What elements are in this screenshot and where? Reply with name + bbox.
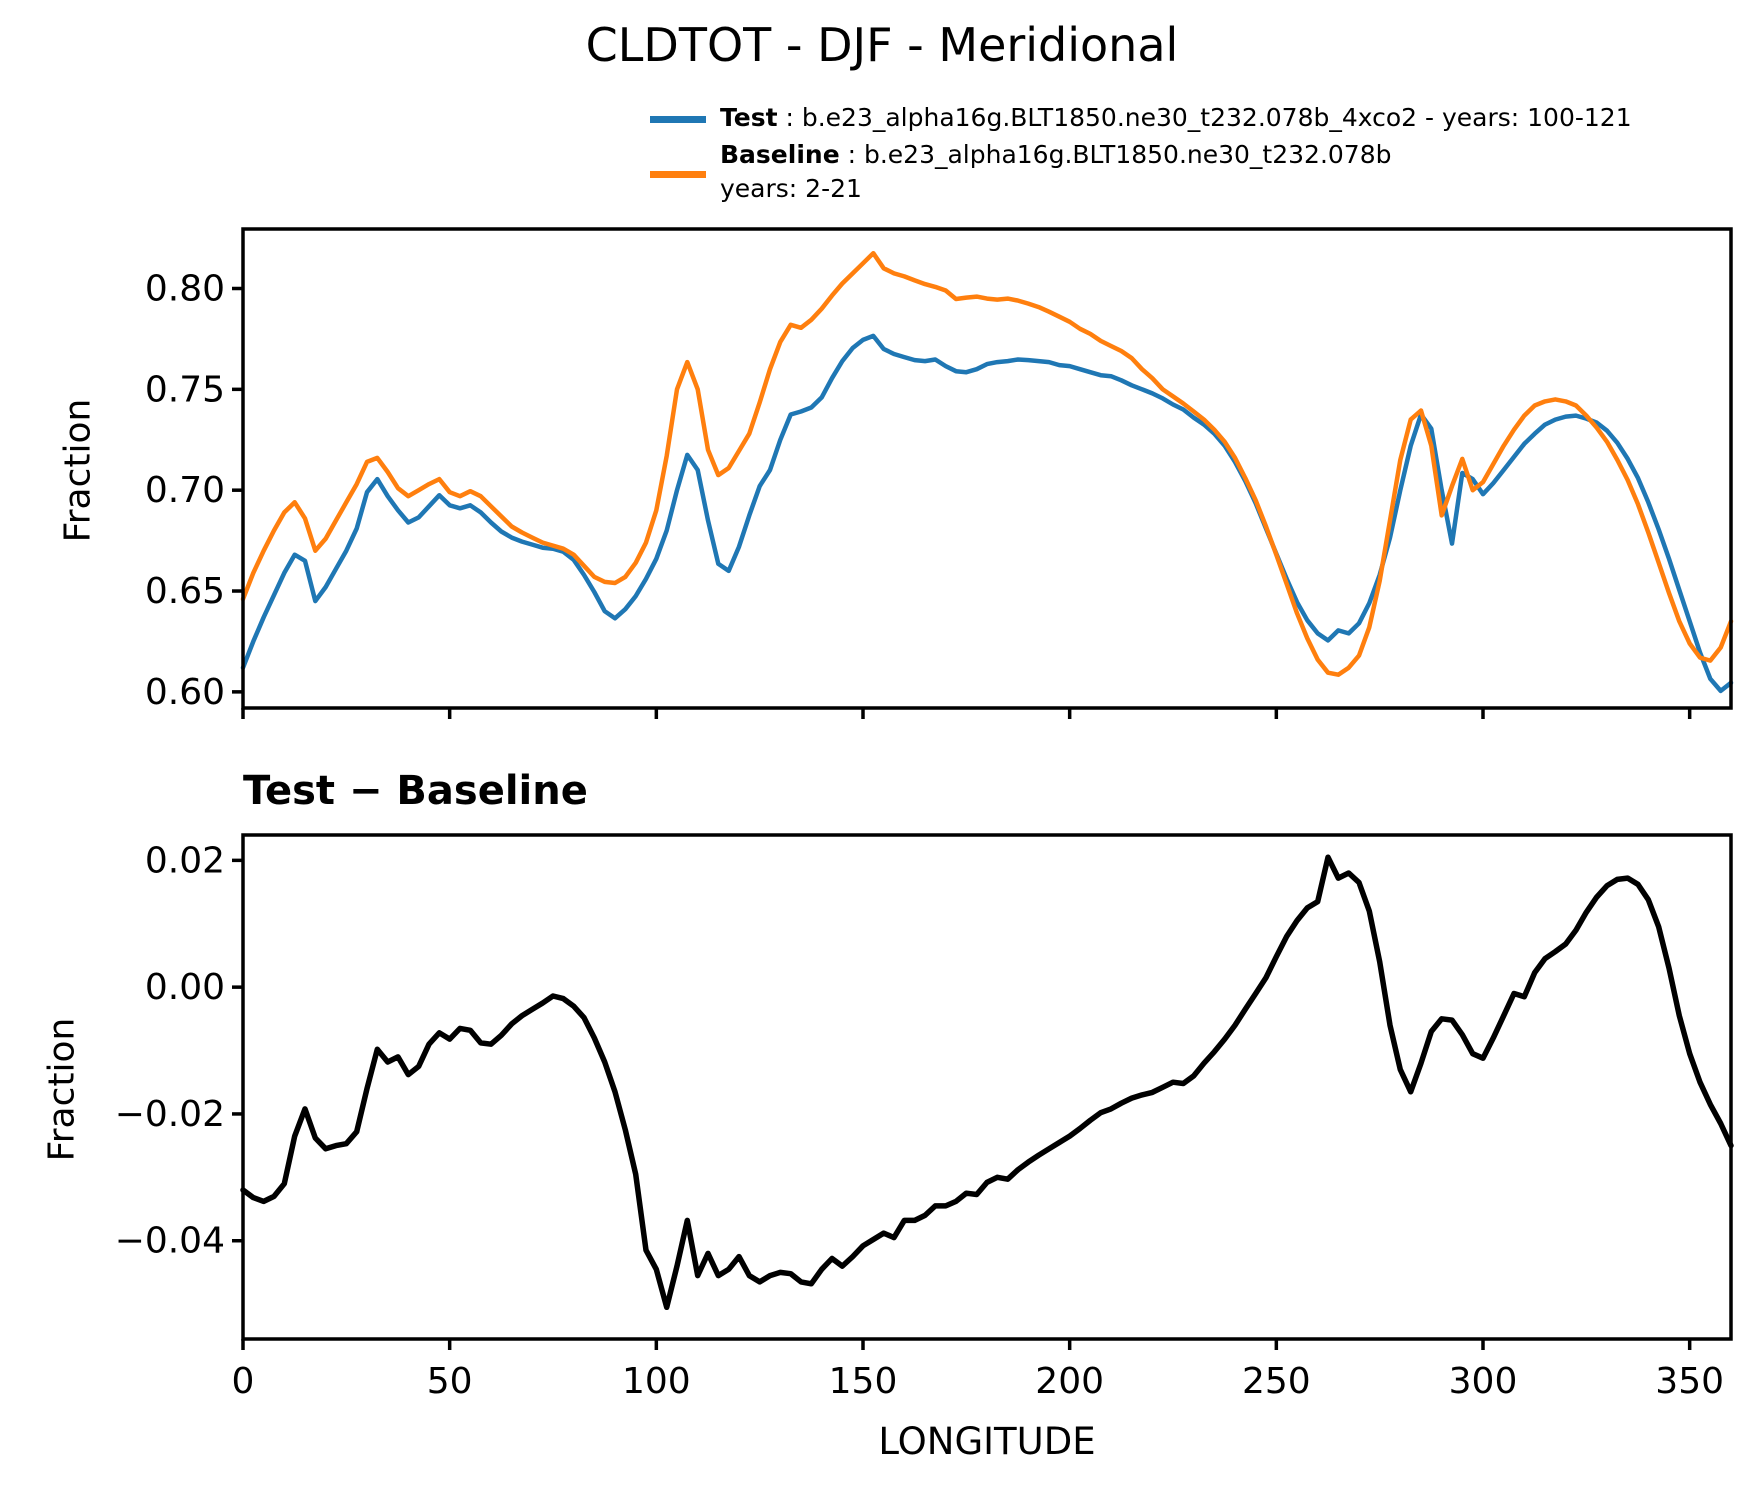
- legend-line-baseline-icon: [650, 171, 706, 178]
- y-tick-label: 0.75: [145, 369, 225, 410]
- bottom-plot-spines: [241, 833, 1733, 1341]
- y-tick-label: −0.02: [115, 1094, 225, 1135]
- y-tick-label: 0.02: [145, 840, 225, 881]
- y-tick-label: 0.00: [145, 967, 225, 1008]
- x-axis-label: LONGITUDE: [878, 1420, 1096, 1463]
- legend-test-desc: : b.e23_alpha16g.BLT1850.ne30_t232.078b_…: [777, 103, 1632, 132]
- x-tick-label: 0: [232, 1361, 255, 1402]
- legend-baseline-label: Baseline: [720, 140, 840, 169]
- legend-test-label: Test: [720, 103, 778, 132]
- y-tick-label: −0.04: [115, 1221, 225, 1262]
- x-tick-label: 300: [1449, 1361, 1518, 1402]
- x-tick-label: 200: [1035, 1361, 1104, 1402]
- legend-line-test-icon: [650, 116, 706, 123]
- y-tick-label: 0.70: [145, 470, 225, 511]
- y-tick-label: 0.65: [145, 571, 225, 612]
- x-tick-label: 250: [1242, 1361, 1311, 1402]
- figure-title: CLDTOT - DJF - Meridional: [585, 18, 1179, 72]
- legend-baseline-desc: : b.e23_alpha16g.BLT1850.ne30_t232.078b: [839, 140, 1392, 169]
- x-tick-label: 350: [1655, 1361, 1724, 1402]
- legend-entry-baseline: Baseline : b.e23_alpha16g.BLT1850.ne30_t…: [720, 140, 1391, 169]
- legend-entry-test: Test : b.e23_alpha16g.BLT1850.ne30_t232.…: [720, 103, 1632, 132]
- x-tick-label: 100: [622, 1361, 691, 1402]
- diff-panel-title: Test − Baseline: [243, 768, 588, 814]
- series-line-test-baseline: [240, 854, 1734, 1311]
- x-tick-label: 50: [427, 1361, 473, 1402]
- top-plot-spines: [241, 227, 1733, 710]
- legend-baseline-years: years: 2-21: [720, 174, 862, 203]
- y-tick-label: 0.80: [145, 268, 225, 309]
- y-tick-label: 0.60: [145, 672, 225, 713]
- x-tick-label: 150: [829, 1361, 898, 1402]
- series-line-baseline: [240, 250, 1734, 677]
- series-line-test: [240, 333, 1734, 694]
